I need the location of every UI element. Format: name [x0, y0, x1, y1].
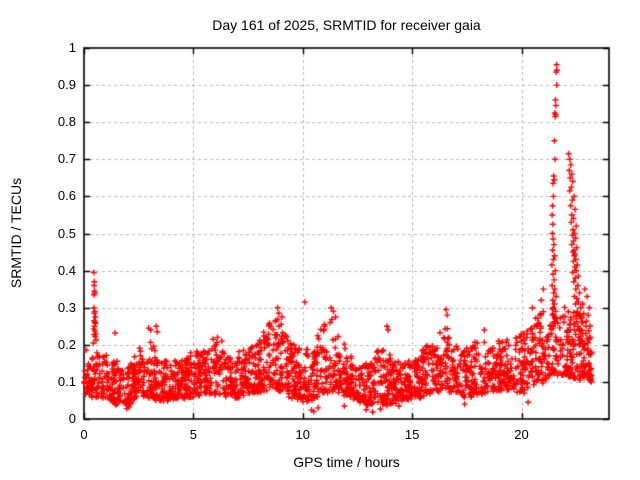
y-tick-label: 0.8	[57, 114, 76, 130]
x-tick-label: 0	[80, 427, 88, 442]
y-axis-label: SRMTID / TECUs	[8, 177, 24, 289]
x-tick-label: 15	[404, 427, 420, 442]
y-tick-label: 0.5	[57, 225, 76, 241]
x-axis-label: GPS time / hours	[293, 454, 400, 470]
y-tick-label: 1	[68, 40, 76, 55]
y-tick-label: 0.2	[57, 336, 76, 352]
y-tick-label: 0.6	[57, 188, 76, 204]
y-tick-label: 0.9	[57, 77, 76, 93]
y-tick-label: 0.1	[57, 373, 76, 389]
x-tick-label: 10	[295, 427, 310, 442]
y-tick-label: 0.4	[57, 262, 76, 278]
x-tick-label: 20	[514, 427, 529, 442]
y-tick-label: 0	[68, 411, 76, 426]
y-tick-label: 0.3	[57, 299, 76, 315]
x-tick-label: 5	[189, 427, 197, 442]
chart-title: Day 161 of 2025, SRMTID for receiver gai…	[212, 17, 481, 33]
y-tick-label: 0.7	[57, 151, 76, 167]
